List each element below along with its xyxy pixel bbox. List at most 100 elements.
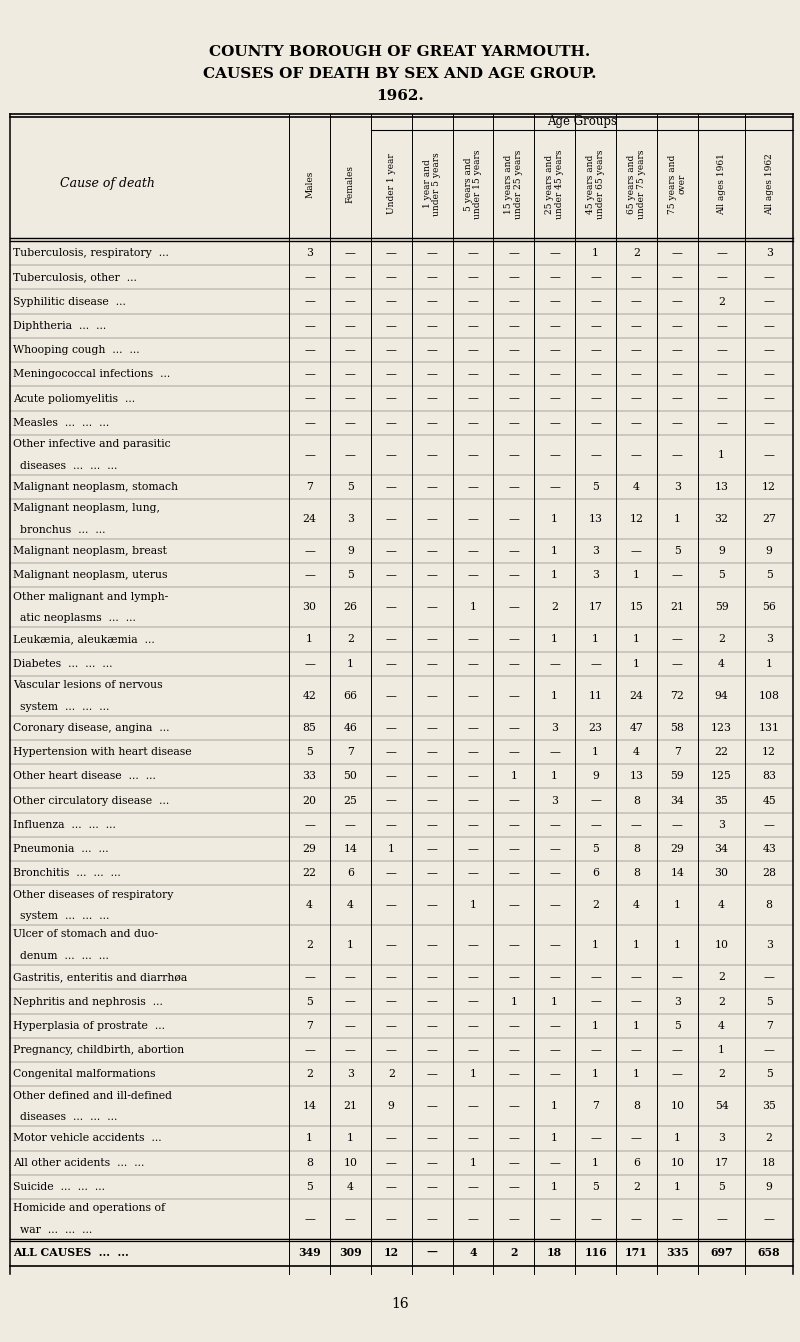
- Text: 2: 2: [306, 941, 313, 950]
- Text: 125: 125: [711, 772, 732, 781]
- Text: —: —: [345, 345, 356, 356]
- Text: —: —: [509, 1045, 519, 1055]
- Text: 28: 28: [762, 868, 776, 878]
- Text: —: —: [386, 723, 397, 733]
- Text: —: —: [550, 321, 560, 331]
- Text: —: —: [304, 1215, 315, 1224]
- Text: —: —: [672, 248, 682, 258]
- Text: —: —: [304, 321, 315, 331]
- Text: atic neoplasms  ...  ...: atic neoplasms ... ...: [13, 613, 136, 623]
- Text: Other malignant and lymph-: Other malignant and lymph-: [13, 592, 168, 601]
- Text: —: —: [426, 369, 438, 380]
- Text: —: —: [386, 345, 397, 356]
- Text: 7: 7: [674, 747, 681, 757]
- Text: 5: 5: [306, 1182, 313, 1192]
- Text: 5: 5: [718, 570, 725, 580]
- Text: —: —: [764, 345, 774, 356]
- Text: —: —: [631, 450, 642, 460]
- Text: —: —: [386, 272, 397, 282]
- Text: 72: 72: [670, 691, 684, 701]
- Text: 1 year and
under 5 years: 1 year and under 5 years: [422, 152, 442, 216]
- Text: —: —: [716, 321, 727, 331]
- Text: 1: 1: [551, 1102, 558, 1111]
- Text: —: —: [764, 820, 774, 829]
- Text: 3: 3: [347, 514, 354, 523]
- Text: 10: 10: [670, 1102, 684, 1111]
- Text: 35: 35: [762, 1102, 776, 1111]
- Text: —: —: [345, 272, 356, 282]
- Text: Other diseases of respiratory: Other diseases of respiratory: [13, 890, 174, 899]
- Text: CAUSES OF DEATH BY SEX AND AGE GROUP.: CAUSES OF DEATH BY SEX AND AGE GROUP.: [203, 67, 597, 81]
- Text: All other acidents  ...  ...: All other acidents ... ...: [13, 1158, 144, 1168]
- Text: 4: 4: [347, 1182, 354, 1192]
- Text: 1: 1: [470, 900, 477, 910]
- Text: 3: 3: [718, 1134, 725, 1143]
- Text: —: —: [386, 900, 397, 910]
- Text: Cause of death: Cause of death: [60, 177, 155, 191]
- Text: 3: 3: [674, 997, 681, 1006]
- Text: —: —: [467, 868, 478, 878]
- Text: Diphtheria  ...  ...: Diphtheria ... ...: [13, 321, 106, 331]
- Text: 43: 43: [762, 844, 776, 854]
- Text: 2: 2: [592, 900, 599, 910]
- Text: —: —: [304, 345, 315, 356]
- Text: —: —: [672, 820, 682, 829]
- Text: 1: 1: [633, 635, 640, 644]
- Text: —: —: [467, 1021, 478, 1031]
- Text: 12: 12: [630, 514, 643, 523]
- Text: Meningococcal infections  ...: Meningococcal infections ...: [13, 369, 170, 380]
- Text: 1: 1: [470, 1158, 477, 1168]
- Text: 2: 2: [718, 997, 725, 1006]
- Text: 54: 54: [714, 1102, 728, 1111]
- Text: —: —: [386, 1134, 397, 1143]
- Text: —: —: [426, 1215, 438, 1224]
- Text: —: —: [509, 393, 519, 404]
- Text: —: —: [467, 248, 478, 258]
- Text: —: —: [426, 723, 438, 733]
- Text: —: —: [590, 1134, 601, 1143]
- Text: —: —: [509, 1158, 519, 1168]
- Text: 6: 6: [347, 868, 354, 878]
- Text: —: —: [509, 1070, 519, 1079]
- Text: —: —: [509, 1021, 519, 1031]
- Text: —: —: [345, 973, 356, 982]
- Text: 1: 1: [718, 1045, 725, 1055]
- Text: 1: 1: [592, 1021, 599, 1031]
- Text: 5: 5: [766, 997, 773, 1006]
- Text: 9: 9: [766, 546, 773, 556]
- Text: —: —: [550, 1070, 560, 1079]
- Text: 1: 1: [633, 659, 640, 668]
- Text: 22: 22: [302, 868, 317, 878]
- Text: —: —: [509, 723, 519, 733]
- Text: 18: 18: [547, 1247, 562, 1257]
- Text: Age Groups: Age Groups: [547, 115, 617, 129]
- Text: 5: 5: [347, 482, 354, 493]
- Text: 2: 2: [718, 1070, 725, 1079]
- Text: —: —: [386, 635, 397, 644]
- Text: —: —: [467, 321, 478, 331]
- Text: 1: 1: [718, 450, 725, 460]
- Text: —: —: [467, 1102, 478, 1111]
- Text: Hypertension with heart disease: Hypertension with heart disease: [13, 747, 192, 757]
- Text: Motor vehicle accidents  ...: Motor vehicle accidents ...: [13, 1134, 162, 1143]
- Text: —: —: [386, 997, 397, 1006]
- Text: Other infective and parasitic: Other infective and parasitic: [13, 439, 170, 450]
- Text: 5: 5: [306, 747, 313, 757]
- Text: Under 1 year: Under 1 year: [386, 153, 396, 215]
- Text: —: —: [509, 1134, 519, 1143]
- Text: 123: 123: [711, 723, 732, 733]
- Text: —: —: [716, 417, 727, 428]
- Text: 1: 1: [470, 1070, 477, 1079]
- Text: 3: 3: [718, 820, 725, 829]
- Text: —: —: [386, 747, 397, 757]
- Text: 14: 14: [343, 844, 358, 854]
- Text: 12: 12: [762, 482, 776, 493]
- Text: —: —: [386, 248, 397, 258]
- Text: Gastritis, enteritis and diarrhøa: Gastritis, enteritis and diarrhøa: [13, 973, 187, 982]
- Text: 2: 2: [551, 603, 558, 612]
- Text: 7: 7: [306, 482, 313, 493]
- Text: —: —: [672, 659, 682, 668]
- Text: war  ...  ...  ...: war ... ... ...: [13, 1225, 92, 1235]
- Text: Vascular lesions of nervous: Vascular lesions of nervous: [13, 680, 162, 690]
- Text: Nephritis and nephrosis  ...: Nephritis and nephrosis ...: [13, 997, 163, 1006]
